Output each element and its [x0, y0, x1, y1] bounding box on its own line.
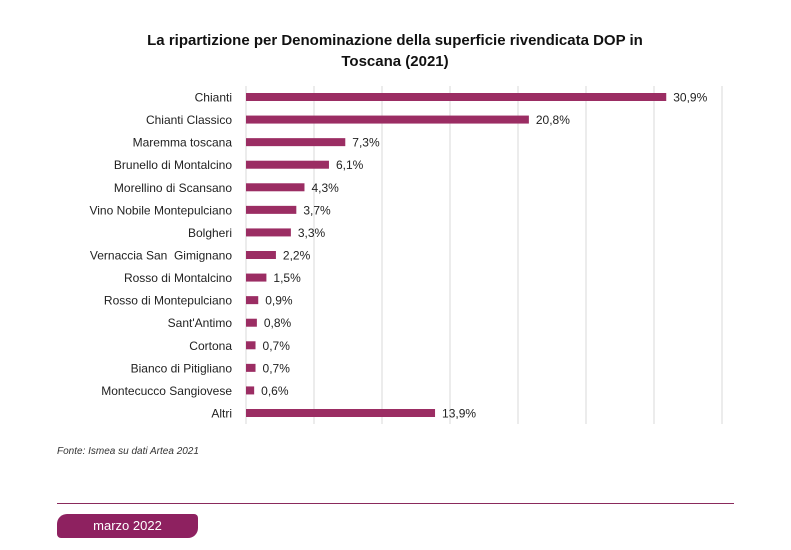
category-label: Chianti — [195, 91, 232, 105]
data-label: 3,7% — [303, 203, 331, 217]
category-label: Sant'Antimo — [168, 316, 233, 330]
bar — [246, 318, 257, 327]
data-label: 1,5% — [273, 271, 301, 285]
category-label: Vernaccia San Gimignano — [90, 249, 232, 263]
data-label: 0,7% — [263, 339, 291, 353]
bar — [246, 115, 529, 124]
category-label: Rosso di Montalcino — [124, 271, 232, 285]
chart-title-line-2: Toscana (2021) — [341, 53, 449, 70]
bar — [246, 228, 291, 237]
data-label: 13,9% — [442, 407, 476, 421]
bar — [246, 160, 329, 169]
bar — [246, 363, 256, 372]
bar — [246, 205, 297, 214]
data-label: 20,8% — [536, 113, 570, 127]
data-label: 0,6% — [261, 384, 289, 398]
data-label: 3,3% — [298, 226, 326, 240]
data-label: 0,7% — [263, 361, 291, 375]
data-label: 0,8% — [264, 316, 292, 330]
bar — [246, 138, 346, 147]
chart-title: La ripartizione per Denominazione della … — [100, 30, 690, 72]
data-label: 0,9% — [265, 294, 293, 308]
category-label: Montecucco Sangiovese — [101, 384, 232, 398]
bar — [246, 341, 256, 350]
data-label: 30,9% — [673, 91, 707, 105]
bar — [246, 296, 259, 305]
category-label: Maremma toscana — [133, 136, 233, 150]
bar-chart: Chianti 30,9% Chianti Classico 20,8% Maremma… — [89, 86, 723, 424]
category-label: Morellino di Scansano — [114, 181, 232, 195]
bar — [246, 251, 276, 259]
category-label: Rosso di Montepulciano — [104, 294, 232, 308]
category-label: Chianti Classico — [146, 113, 232, 127]
chart-title-line-1: La ripartizione per Denominazione della … — [147, 32, 643, 49]
data-label: 6,1% — [336, 158, 364, 172]
data-label: 2,2% — [283, 249, 311, 263]
bar — [246, 183, 305, 192]
bar — [246, 273, 267, 282]
footer-divider — [57, 503, 734, 504]
category-label: Vino Nobile Montepulciano — [89, 203, 232, 217]
category-label: Cortona — [189, 339, 232, 353]
category-label: Bolgheri — [188, 226, 232, 240]
bar — [246, 386, 255, 395]
data-label: 4,3% — [311, 181, 339, 195]
category-label: Bianco di Pitigliano — [131, 361, 233, 375]
source-note: Fonte: Ismea su dati Artea 2021 — [57, 446, 199, 457]
category-label: Brunello di Montalcino — [114, 158, 232, 172]
data-label: 7,3% — [352, 136, 380, 150]
category-label: Altri — [211, 407, 232, 421]
footer-date-badge: marzo 2022 — [57, 514, 198, 538]
bar — [246, 93, 667, 101]
bar — [246, 409, 436, 417]
